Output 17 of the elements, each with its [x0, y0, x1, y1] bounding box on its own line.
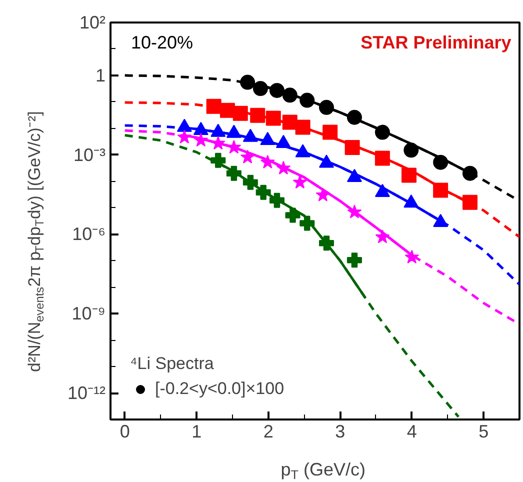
legend-label: [-0.2<y<0.0]×100	[155, 379, 284, 399]
x-tick-label: 5	[478, 422, 489, 442]
y-tick-label: 10⁻³	[73, 144, 106, 165]
x-tick-label: 4	[406, 422, 417, 442]
annotation: 10-20%	[130, 32, 193, 52]
y-axis-title: d²N/(Nevents2π pTdpTdy) [(GeV/c)⁻²]	[24, 111, 46, 372]
annotation: STAR Preliminary	[360, 32, 512, 52]
y-tick-label: 10²	[79, 12, 106, 32]
x-tick-label: 3	[335, 422, 346, 442]
y-tick-label: 10⁻¹²	[67, 383, 106, 404]
x-tick-label: 1	[192, 422, 202, 442]
y-tick-label: 10⁻⁶	[72, 224, 106, 244]
x-tick-label: 0	[120, 422, 130, 442]
legend-title: ⁴Li Spectra	[130, 354, 215, 374]
y-tick-label: 1	[95, 65, 106, 86]
y-tick-label: 10⁻⁹	[72, 304, 106, 324]
x-tick-label: 2	[263, 422, 274, 442]
